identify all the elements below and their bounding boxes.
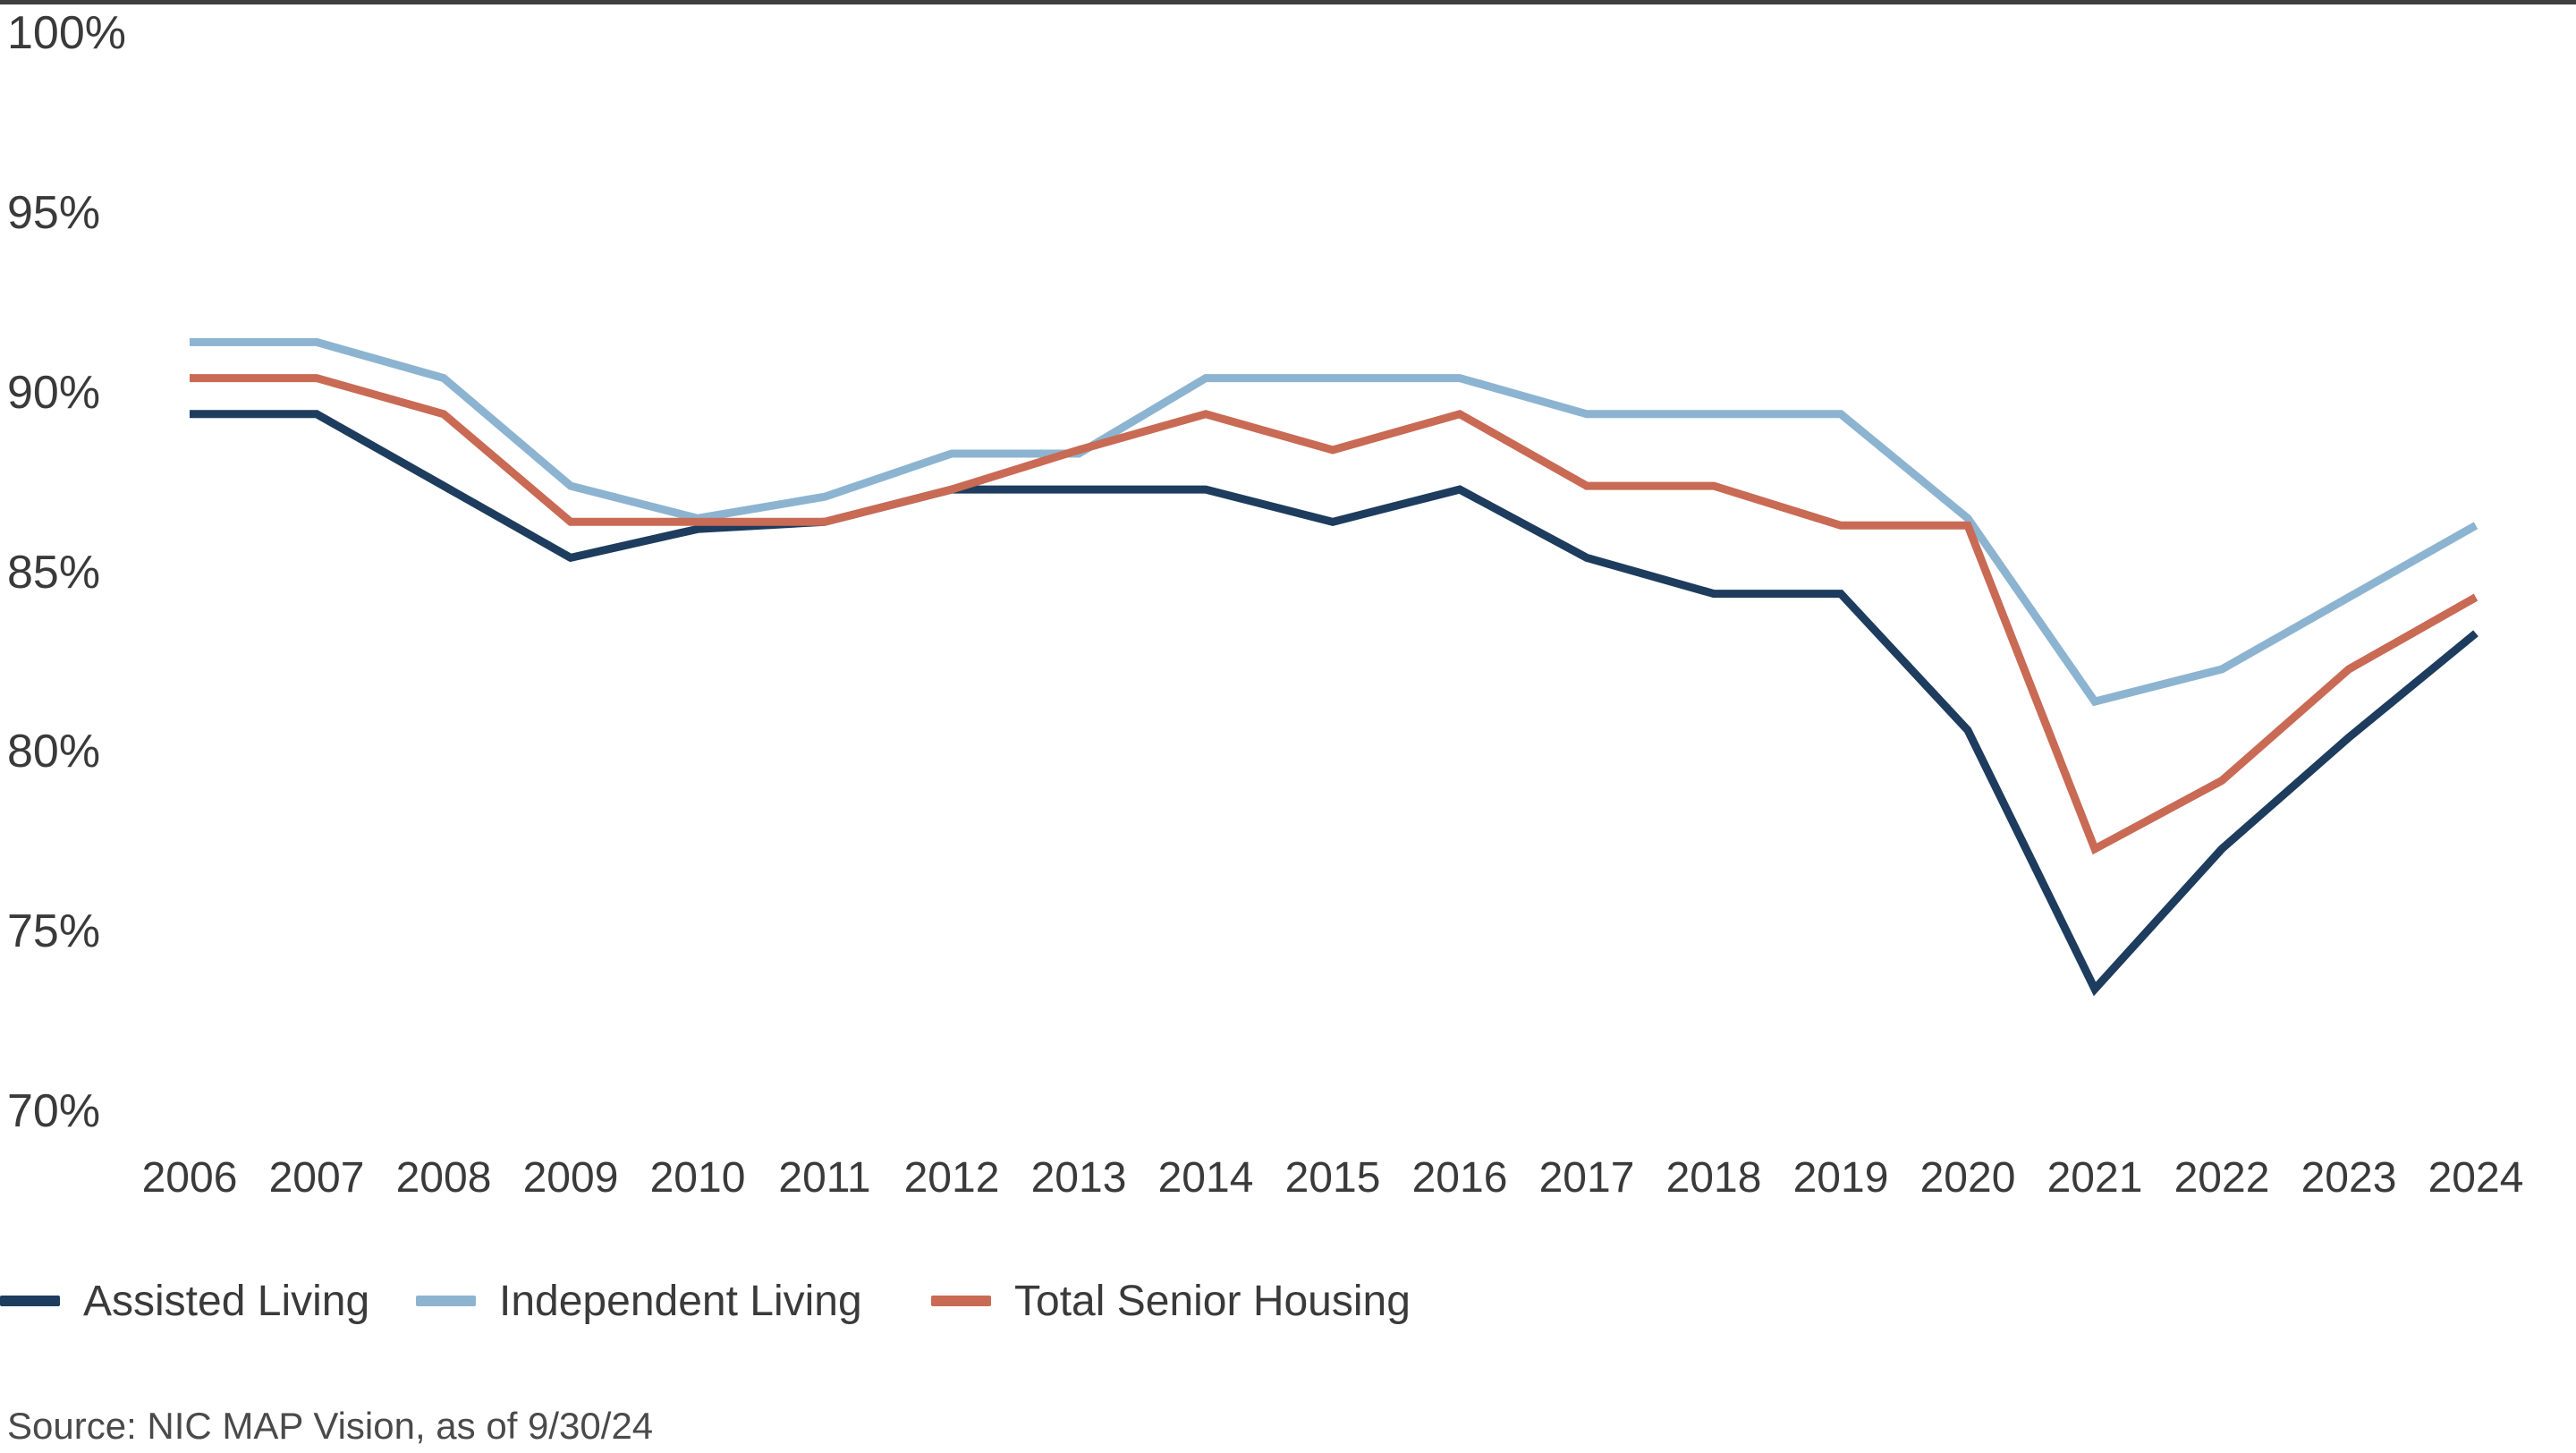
chart-legend: Assisted Living Independent Living Total S… [0,1272,2576,1330]
legend-dash-icon [416,1296,476,1306]
legend-label: Assisted Living [83,1277,370,1325]
legend-dash-icon [0,1296,60,1306]
y-tick-label: 90% [7,366,101,419]
x-tick-label: 2010 [649,1154,746,1202]
x-tick-label: 2017 [1538,1154,1635,1202]
y-tick-label: 75% [7,905,101,958]
x-tick-label: 2009 [522,1154,619,1202]
x-tick-label: 2012 [903,1154,1000,1202]
line-total-senior-housing [190,374,2479,855]
x-tick-label: 2008 [395,1154,492,1202]
legend-item-independent-living: Independent Living [416,1272,862,1330]
line-independent-living [190,337,2479,707]
x-tick-label: 2015 [1284,1154,1381,1202]
x-tick-label: 2016 [1411,1154,1508,1202]
legend-dash-icon [931,1296,991,1306]
x-tick-label: 2006 [141,1154,238,1202]
x-tick-label: 2013 [1030,1154,1127,1202]
legend-label: Independent Living [499,1277,862,1325]
x-tick-label: 2014 [1157,1154,1254,1202]
x-tick-label: 2019 [1792,1154,1889,1202]
x-tick-label: 2024 [2428,1154,2524,1202]
top-divider-rule [0,0,2576,4]
y-tick-label: 100% [7,7,126,59]
x-tick-label: 2011 [778,1154,871,1202]
legend-item-assisted-living: Assisted Living [0,1272,369,1330]
y-tick-label: 95% [7,186,101,239]
x-tick-label: 2018 [1665,1154,1762,1202]
x-tick-label: 2022 [2174,1154,2270,1202]
x-tick-label: 2007 [268,1154,365,1202]
x-tick-label: 2020 [1919,1154,2016,1202]
legend-item-total-senior-housing: Total Senior Housing [931,1272,1411,1330]
x-tick-label: 2023 [2301,1154,2397,1202]
line-assisted-living [190,410,2479,997]
legend-label: Total Senior Housing [1014,1277,1411,1325]
source-note: Source: NIC MAP Vision, as of 9/30/24 [7,1405,654,1447]
y-tick-label: 85% [7,546,101,599]
x-tick-label: 2021 [2046,1154,2143,1202]
y-tick-label: 70% [7,1085,101,1137]
y-tick-label: 80% [7,726,101,778]
